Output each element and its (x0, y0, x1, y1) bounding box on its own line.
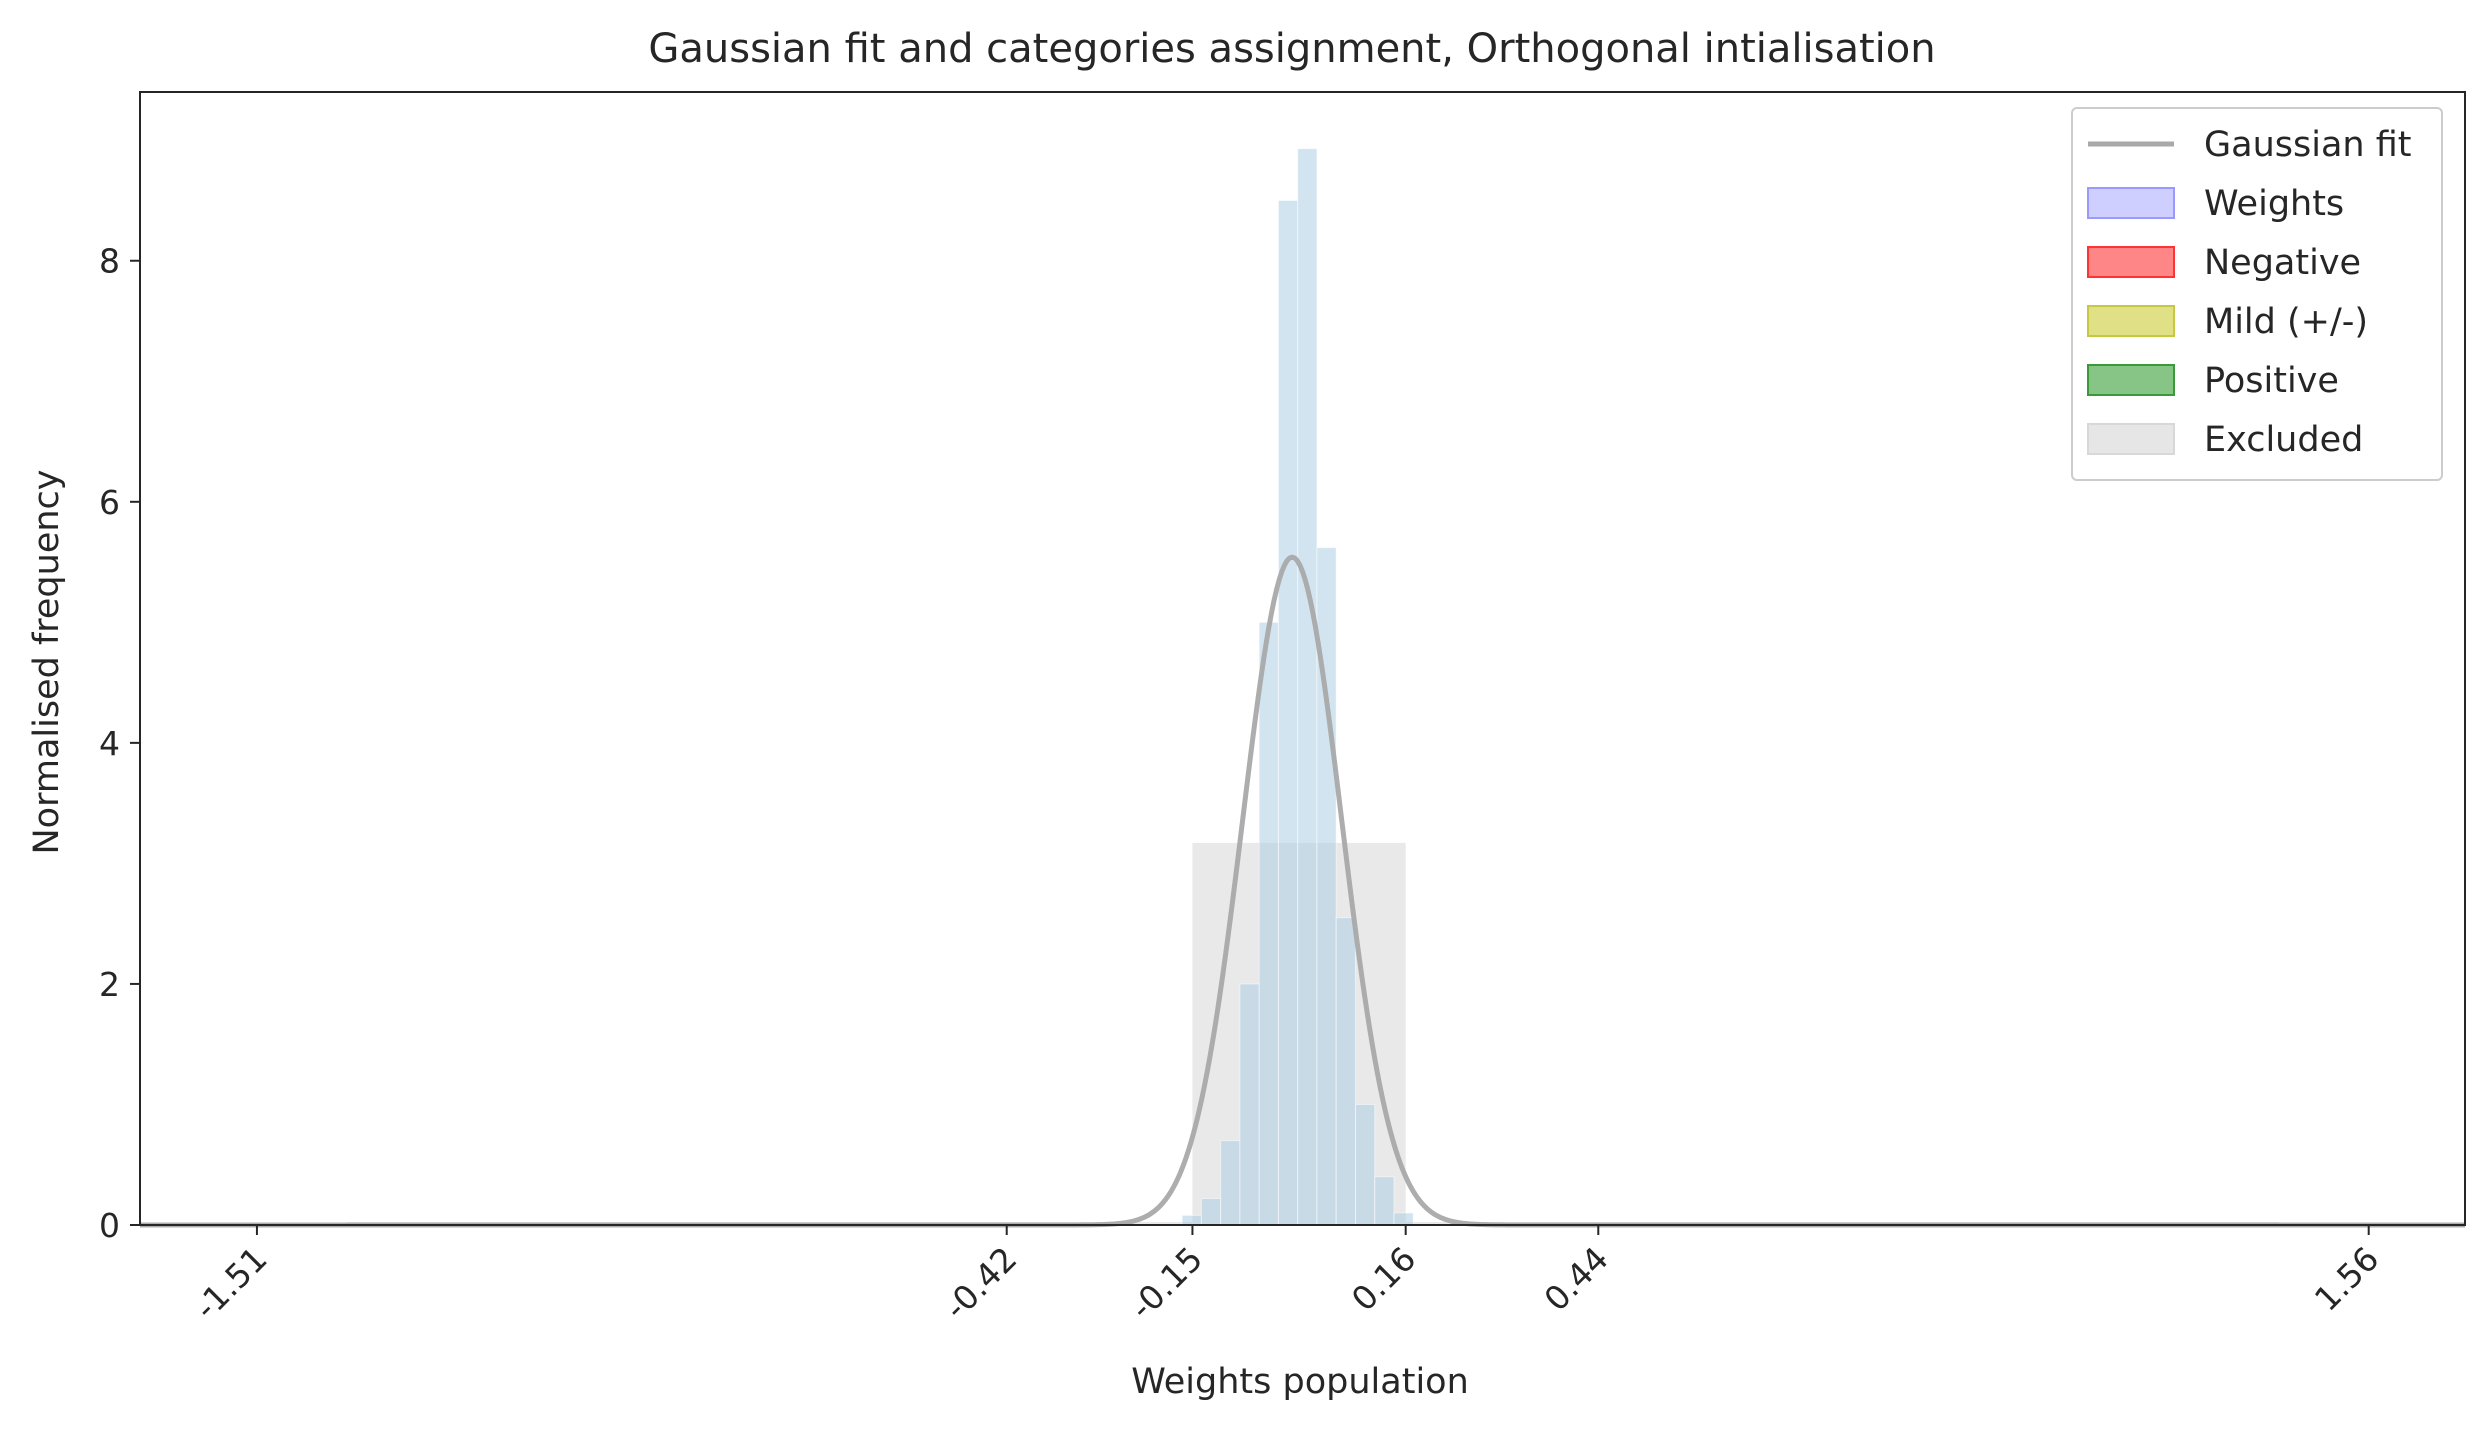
y-tick-label: 4 (99, 724, 120, 763)
legend-swatch-patch (2087, 423, 2175, 455)
legend-swatch-patch (2087, 305, 2175, 337)
x-tick-label: 0.44 (1536, 1239, 1616, 1319)
weights-bar (1354, 1103, 1376, 1226)
weights-bar (1393, 1212, 1414, 1226)
weights-bar (1220, 1140, 1241, 1226)
chart-title: Gaussian fit and categories assignment, … (648, 26, 1935, 72)
legend-swatch-patch (2087, 246, 2175, 278)
legend-label: Negative (2204, 243, 2361, 283)
y-axis-label: Normalised frequency (27, 469, 67, 854)
legend-swatch-patch (2087, 364, 2175, 396)
x-axis-label: Weights population (1131, 1362, 1469, 1402)
legend-label: Weights (2204, 184, 2344, 224)
legend-label: Mild (+/-) (2204, 302, 2368, 342)
weights-bar (1239, 983, 1260, 1226)
x-tick-label: -1.51 (187, 1239, 275, 1327)
weights-bar (1181, 1214, 1202, 1226)
legend: Gaussian fit Weights Negative Mild (+/-) Pos… (2071, 107, 2443, 481)
plot-area (140, 148, 2465, 1228)
legend-swatch-patch (2087, 187, 2175, 219)
weights-bar (1200, 1197, 1222, 1226)
plot-frame (139, 91, 2466, 1226)
y-tick-label: 8 (99, 242, 120, 281)
x-tick-label: 0.16 (1344, 1239, 1424, 1319)
y-tick-label: 2 (99, 965, 120, 1004)
weights-bar (1258, 621, 1279, 1226)
legend-label: Excluded (2204, 420, 2363, 460)
y-tick-label: 6 (99, 483, 120, 522)
x-tick-label: 1.56 (2307, 1239, 2387, 1319)
x-tick-label: -0.15 (1122, 1239, 1210, 1327)
x-tick-label: -0.42 (936, 1239, 1024, 1327)
legend-label: Gaussian fit (2204, 125, 2411, 165)
weights-bar (1374, 1176, 1395, 1226)
weights-bar (1297, 148, 1318, 1226)
y-tick-label: 0 (99, 1206, 120, 1245)
weights-bar (1277, 199, 1299, 1226)
legend-label: Positive (2204, 361, 2339, 401)
weights-bar (1335, 917, 1356, 1226)
